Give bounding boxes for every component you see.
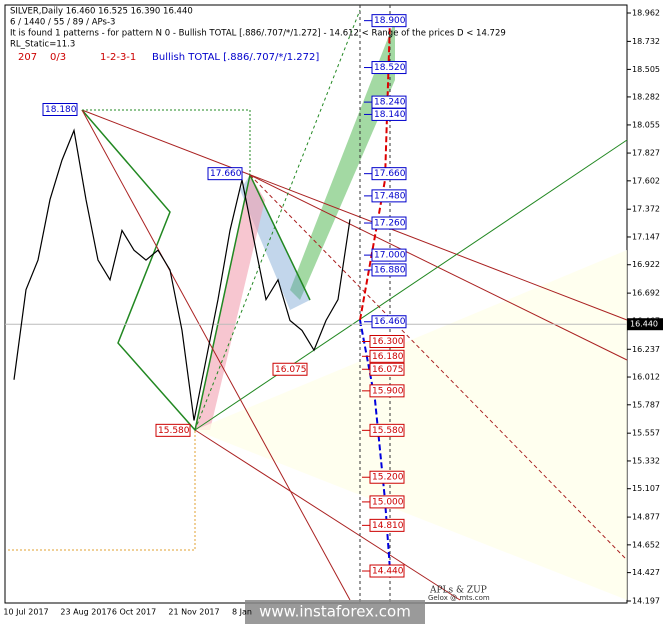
- status-text: 207: [18, 52, 37, 63]
- x-tick-label: 6 Oct 2017: [112, 608, 156, 617]
- pivot-label: 17.660: [210, 169, 242, 179]
- level-box: [371, 315, 407, 329]
- level-label: 18.900: [374, 16, 406, 26]
- level-box: [369, 518, 405, 532]
- level-box: [369, 470, 405, 484]
- level-box: [369, 334, 405, 348]
- level-label: 16.880: [374, 265, 406, 275]
- y-tick-label: 14.197: [632, 597, 660, 606]
- level-box: [371, 61, 407, 75]
- y-tick-label: 18.055: [632, 120, 660, 129]
- current-price-box: [627, 318, 663, 331]
- y-tick-label: 18.962: [632, 9, 660, 18]
- level-label: 18.520: [374, 63, 406, 73]
- header-line: 6 / 1440 / 55 / 89 / APs-3: [10, 18, 115, 28]
- y-tick-label: 17.602: [632, 176, 660, 185]
- y-tick-label: 17.372: [632, 205, 660, 214]
- y-tick-label: 18.282: [632, 92, 660, 101]
- level-box: [371, 263, 407, 277]
- y-tick-label: 14.652: [632, 540, 660, 549]
- level-box: [369, 423, 405, 437]
- y-tick-label: 14.427: [632, 568, 660, 577]
- level-label: 16.300: [372, 337, 404, 347]
- y-tick-label: 18.732: [632, 37, 660, 46]
- y-tick-label: 16.922: [632, 260, 660, 269]
- y-tick-label: 15.787: [632, 400, 660, 409]
- price-line: [13, 128, 351, 421]
- y-tick-label: 17.827: [632, 149, 660, 158]
- header-line: RL_Static=11.3: [10, 40, 75, 50]
- level-label: 17.000: [374, 251, 406, 261]
- pivot-label: 16.075: [275, 365, 307, 375]
- level-label: 15.000: [372, 497, 404, 507]
- level-box: [369, 384, 405, 398]
- level-box: [369, 495, 405, 509]
- pivot-box: [42, 102, 78, 116]
- header-line: SILVER,Daily 16.460 16.525 16.390 16.440: [10, 7, 193, 17]
- level-box: [371, 167, 407, 181]
- y-tick-label: 17.147: [632, 232, 660, 241]
- level-box: [371, 189, 407, 203]
- y-tick-label: 15.557: [632, 429, 660, 438]
- header-line: It is found 1 patterns - for pattern N 0…: [10, 29, 506, 39]
- level-label: 15.200: [372, 473, 404, 483]
- y-tick-label: 16.237: [632, 345, 660, 354]
- pivot-label: 15.580: [158, 426, 190, 436]
- y-tick-label: 16.012: [632, 373, 660, 382]
- credit: Gelox @ mts.com: [428, 594, 490, 602]
- level-box: [371, 107, 407, 121]
- x-tick-label: 8 Jan: [232, 608, 252, 617]
- level-label: 16.460: [374, 317, 406, 327]
- level-label: 16.180: [372, 352, 404, 362]
- level-box: [371, 248, 407, 262]
- level-box: [371, 14, 407, 28]
- status-text: 0/3: [50, 52, 66, 63]
- y-tick-label: 18.505: [632, 65, 660, 74]
- pivot-box: [155, 423, 191, 437]
- analysis-layout: [8, 5, 628, 603]
- watermark: www.instaforex.com: [259, 603, 411, 621]
- pivot-box: [207, 167, 243, 181]
- y-tick-label: 15.332: [632, 456, 660, 465]
- level-label: 16.075: [372, 365, 404, 375]
- level-label: 17.660: [374, 169, 406, 179]
- level-label: 18.240: [374, 98, 406, 108]
- level-label: 14.810: [372, 521, 404, 531]
- level-label: 17.260: [374, 219, 406, 229]
- y-tick-label: 15.107: [632, 484, 660, 493]
- level-box: [369, 362, 405, 376]
- level-label: 17.480: [374, 191, 406, 201]
- current-price-label: 16.440: [630, 320, 658, 329]
- level-box: [369, 564, 405, 578]
- y-tick-label: 14.877: [632, 513, 660, 522]
- y-tick-label: 16.692: [632, 289, 660, 298]
- pivot-label: 18.180: [45, 105, 77, 115]
- level-label: 18.140: [374, 110, 406, 120]
- x-tick-label: 10 Jul 2017: [3, 608, 48, 617]
- pivot-box: [272, 362, 308, 376]
- level-label: 14.440: [372, 567, 404, 577]
- x-tick-label: 21 Nov 2017: [168, 608, 219, 617]
- status-text: Bullish TOTAL [.886/.707/*/1.272]: [152, 52, 319, 63]
- level-label: 15.580: [372, 426, 404, 436]
- status-text: 1-2-3-1: [100, 52, 136, 63]
- x-tick-label: 23 Aug 2017: [60, 608, 111, 617]
- level-label: 15.900: [372, 386, 404, 396]
- credit: APLs & ZUP: [429, 586, 487, 596]
- watermark-box: [245, 600, 425, 624]
- level-box: [369, 349, 405, 363]
- level-box: [371, 216, 407, 230]
